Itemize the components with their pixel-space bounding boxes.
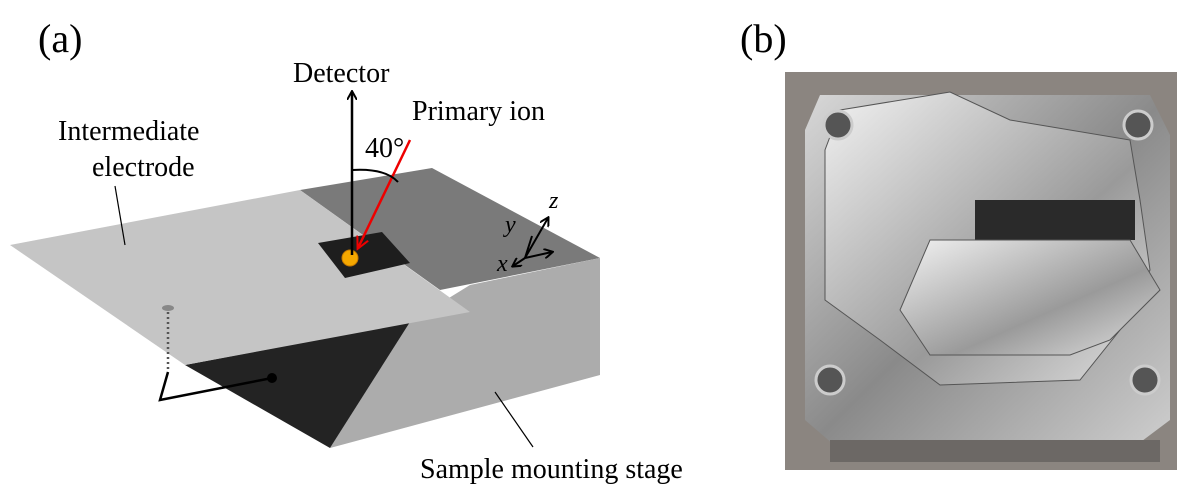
electrode-label: electrode [92,152,195,183]
ion-label: Primary ion [412,96,545,127]
contact [162,305,174,311]
figure: (a) Detector Primary ion 40° Intermediat… [0,0,1191,488]
stage-label: Sample mounting stage [420,454,683,485]
wire-dot [267,373,277,383]
panel-label: (a) [38,16,82,61]
axis-label: x [496,251,508,277]
spot [342,250,358,266]
photo [785,72,1177,470]
detector-label: Detector [293,58,390,89]
angle-label: 40° [365,133,404,164]
axis-label: z [548,188,559,214]
electrode-label: Intermediate [58,116,199,147]
panel-label: (b) [740,16,787,61]
leader [495,392,533,447]
axis-label: y [503,212,516,238]
